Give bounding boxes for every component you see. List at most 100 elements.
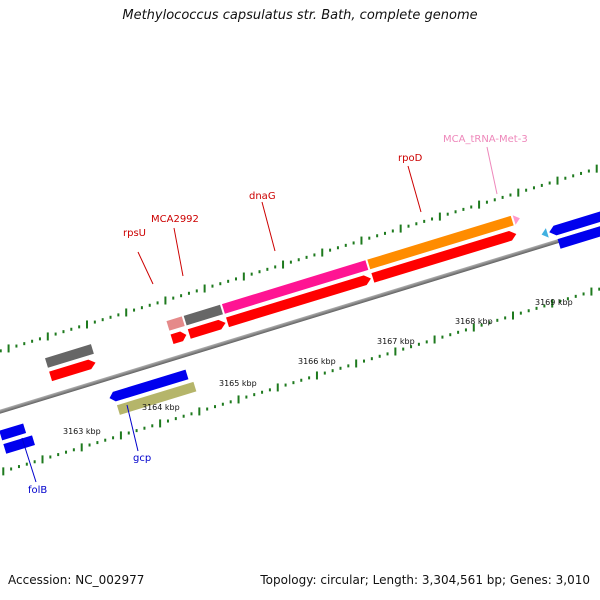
- reverse-scale-tick: [245, 395, 248, 399]
- reverse-gene-gcp[interactable]: [108, 369, 189, 403]
- forward-scale-tick: [85, 320, 88, 329]
- gene-block-gcp[interactable]: [116, 381, 197, 415]
- forward-scale-tick: [360, 236, 363, 245]
- scale-label-3164: 3164 kbp: [142, 403, 180, 412]
- reverse-scale-tick: [308, 376, 311, 380]
- reverse-scale-tick: [519, 311, 522, 315]
- forward-scale-tick: [274, 265, 277, 269]
- reverse-scale-tick: [198, 407, 201, 416]
- reverse-gene-left2[interactable]: [3, 435, 35, 454]
- forward-scale-tick: [485, 200, 488, 204]
- cds-left[interactable]: [49, 358, 97, 382]
- forward-scale-tick: [227, 279, 230, 283]
- reverse-scale-tick: [276, 383, 279, 392]
- cyan-feature[interactable]: [540, 228, 549, 239]
- gene-block-mca2992[interactable]: [183, 304, 223, 326]
- reverse-scale-tick: [370, 357, 373, 361]
- reverse-scale-tick: [574, 294, 577, 298]
- forward-scale-tick: [31, 339, 34, 343]
- cds-dnaG[interactable]: [226, 274, 372, 328]
- forward-scale-tick: [305, 255, 308, 259]
- forward-scale-tick: [140, 306, 143, 310]
- forward-scale-tick: [478, 200, 481, 209]
- forward-scale-tick: [509, 193, 512, 197]
- reverse-scale-tick: [402, 347, 405, 351]
- reverse-scale-tick: [363, 359, 366, 363]
- reverse-scale-tick: [41, 455, 44, 464]
- forward-scale-tick: [23, 342, 26, 346]
- forward-scale-tick: [109, 315, 112, 319]
- forward-scale-tick: [329, 248, 332, 252]
- reverse-scale-tick: [229, 400, 232, 404]
- forward-scale-tick: [587, 169, 590, 173]
- forward-scale-tick: [391, 229, 394, 233]
- cds-rpsu[interactable]: [170, 330, 188, 345]
- forward-scale-tick: [399, 224, 402, 233]
- gene-block-left[interactable]: [45, 344, 94, 368]
- forward-scale-tick: [572, 174, 575, 178]
- reverse-gene-right[interactable]: [548, 208, 600, 237]
- reverse-scale-tick: [433, 335, 436, 344]
- reverse-scale-tick: [127, 431, 130, 435]
- reverse-scale-tick: [135, 429, 138, 433]
- forward-scale-tick: [0, 349, 2, 353]
- reverse-scale-tick: [151, 424, 154, 428]
- forward-scale-tick: [7, 344, 10, 353]
- forward-scale-tick: [54, 332, 57, 336]
- forward-scale-tick: [462, 207, 465, 211]
- label-gcp: gcp: [133, 453, 151, 464]
- reverse-scale-tick: [119, 431, 122, 440]
- reverse-scale-tick: [261, 390, 264, 394]
- reverse-scale-tick: [347, 364, 350, 368]
- gene-block-rpoD[interactable]: [367, 215, 514, 270]
- reverse-scale-tick: [449, 333, 452, 337]
- reverse-scale-tick: [206, 407, 209, 411]
- reverse-gene-left[interactable]: [0, 423, 27, 441]
- reverse-scale-tick: [112, 436, 115, 440]
- gene-block-rpsu[interactable]: [166, 316, 185, 331]
- forward-scale-tick: [234, 277, 237, 281]
- forward-scale-tick: [470, 205, 473, 209]
- forward-scale-tick: [501, 195, 504, 199]
- forward-scale-tick: [101, 318, 104, 322]
- reverse-scale-tick: [378, 354, 381, 358]
- reverse-scale-tick: [253, 393, 256, 397]
- reverse-scale-tick: [480, 323, 483, 327]
- reverse-scale-tick: [214, 405, 217, 409]
- reverse-scale-tick: [582, 292, 585, 296]
- reverse-scale-tick: [504, 316, 507, 320]
- reverse-scale-tick: [80, 443, 83, 452]
- reverse-scale-ticks: [2, 287, 600, 476]
- cds-rpoD[interactable]: [371, 229, 517, 283]
- forward-scale-tick: [525, 188, 528, 192]
- forward-scale-tick: [117, 313, 120, 317]
- forward-scale-tick: [321, 248, 324, 257]
- scale-label-3167: 3167 kbp: [377, 337, 415, 346]
- forward-scale-tick: [133, 308, 136, 312]
- gene-block-dnaG[interactable]: [221, 260, 369, 314]
- forward-scale-tick: [336, 246, 339, 250]
- trna-met-feature[interactable]: [512, 213, 522, 225]
- forward-scale-tick: [438, 212, 441, 221]
- scale-label-3163: 3163 kbp: [63, 427, 101, 436]
- forward-scale-tick: [219, 282, 222, 286]
- reverse-scale-tick: [166, 419, 169, 423]
- reverse-gene-right2[interactable]: [557, 221, 600, 249]
- reverse-scale-tick: [49, 455, 52, 459]
- scale-label-3168: 3168 kbp: [455, 317, 493, 326]
- forward-scale-tick: [203, 284, 206, 293]
- forward-scale-tick: [368, 236, 371, 240]
- reverse-scale-tick: [284, 383, 287, 387]
- reverse-scale-tick: [25, 462, 28, 466]
- reverse-scale-tick: [159, 419, 162, 428]
- forward-scale-tick: [195, 289, 198, 293]
- forward-scale-tick: [187, 291, 190, 295]
- reverse-scale-tick: [190, 412, 193, 416]
- reverse-scale-tick: [464, 328, 467, 332]
- reverse-scale-tick: [104, 438, 107, 442]
- forward-scale-tick: [548, 181, 551, 185]
- forward-scale-tick: [93, 320, 96, 324]
- cds-mca2992[interactable]: [187, 318, 227, 339]
- forward-scale-tick: [383, 231, 386, 235]
- forward-scale-tick: [564, 176, 567, 180]
